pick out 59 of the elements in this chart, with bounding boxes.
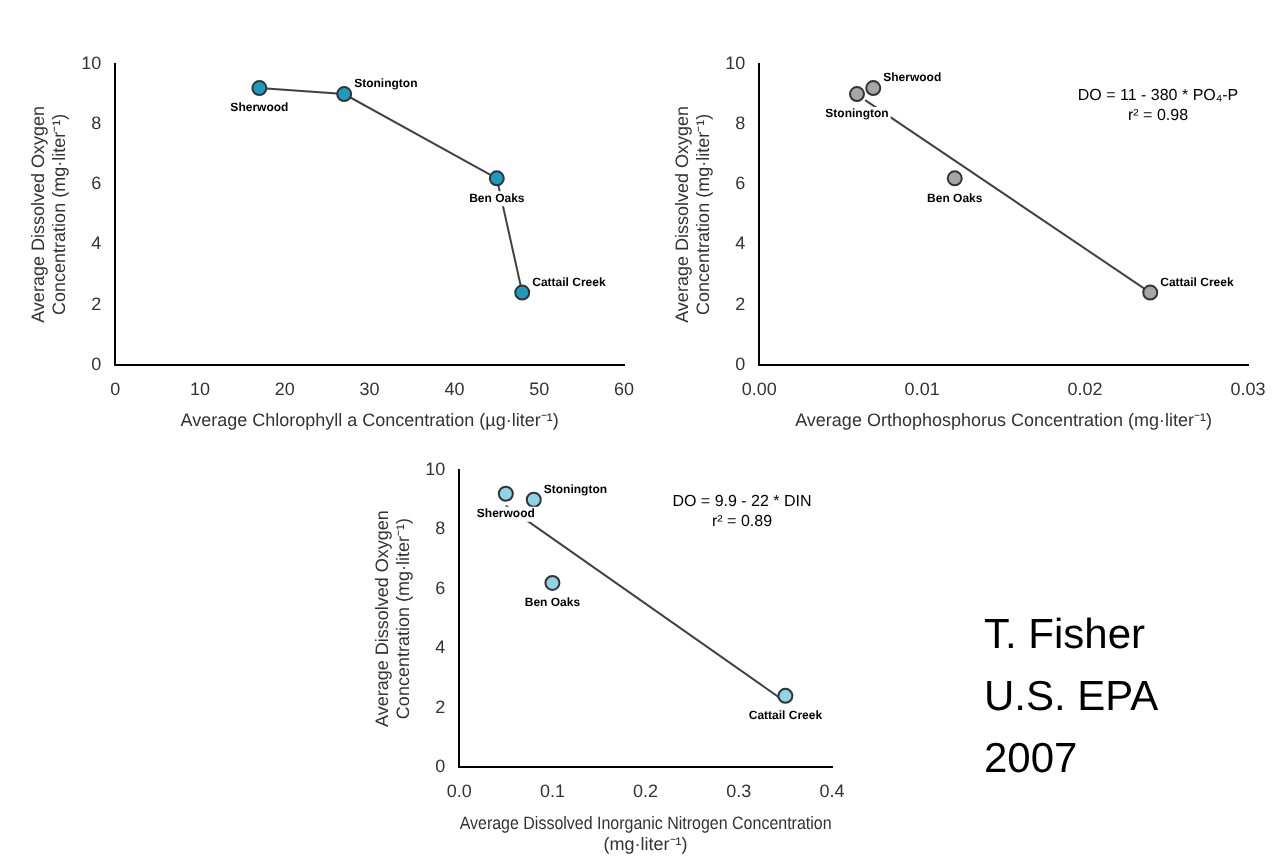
y-tick-label: 0 (735, 353, 746, 374)
x-tick-label: 0.4 (819, 780, 845, 801)
point (488, 170, 505, 187)
y-tick-label: 2 (735, 293, 746, 314)
x-tick-label: 50 (529, 378, 550, 399)
y-tick-label: 4 (735, 233, 746, 254)
y-tick-label: 6 (435, 577, 446, 598)
y-axis-title: Average Dissolved Oxygen Concentration (mg·liter⁻¹) (671, 105, 714, 323)
x-tick-label: 0.02 (1067, 378, 1103, 399)
x-tick-label: 30 (359, 378, 380, 399)
y-tick-label: 10 (425, 458, 446, 479)
point (544, 574, 561, 591)
point (514, 284, 531, 301)
y-tick-label: 4 (435, 637, 446, 658)
x-tick-label: 10 (190, 378, 211, 399)
y-tick-label: 6 (735, 173, 746, 194)
y-tick-label: 6 (91, 173, 102, 194)
x-tick-label: 0 (110, 378, 121, 399)
y-tick-label: 0 (91, 353, 102, 374)
y-tick-label: 2 (91, 293, 102, 314)
y-axis-title: Average Dissolved Oxygen Concentration (mg·liter⁻¹) (371, 510, 414, 728)
point (848, 86, 865, 103)
x-tick-label: 60 (613, 378, 635, 399)
y-tick-label: 2 (435, 696, 446, 717)
x-tick-label: 0.2 (633, 780, 659, 801)
annotation: DO = 11 - 380 * PO₄-P (1077, 86, 1239, 105)
point (946, 170, 963, 187)
x-tick-label: 20 (274, 378, 295, 399)
point (1142, 284, 1159, 301)
y-tick-label: 8 (435, 518, 446, 539)
y-axis-title: Average Dissolved Oxygen Concentration (mg·liter⁻¹) (27, 105, 70, 323)
x-tick-label: 0.03 (1230, 378, 1266, 399)
x-tick-label: 40 (444, 378, 465, 399)
x-axis-title: Average Chlorophyll a Concentration (µg·liter⁻¹) (180, 410, 559, 431)
point (865, 80, 882, 97)
text: T. Fisher (984, 610, 1148, 662)
annotation: DO = 9.9 - 22 * DIN (672, 492, 813, 511)
point (251, 80, 268, 97)
x-tick-label: 0.00 (741, 378, 777, 399)
annotation: r² = 0.98 (1127, 106, 1190, 125)
point (497, 485, 514, 502)
point (525, 491, 542, 508)
text: U.S. EPA (984, 672, 1159, 724)
y-tick-label: 8 (91, 113, 102, 134)
y-tick-label: 8 (735, 113, 746, 134)
annotation: r² = 0.89 (711, 512, 774, 531)
x-tick-label: 0.1 (539, 780, 565, 801)
x-tick-label: 0.3 (726, 780, 752, 801)
x-axis-title: Average Orthophosphorus Concentration (mg·liter⁻¹) (795, 410, 1213, 431)
y-tick-label: 10 (725, 52, 746, 73)
y-tick-label: 4 (91, 233, 102, 254)
x-tick-label: 0.0 (446, 780, 472, 801)
y-tick-label: 0 (435, 756, 446, 777)
text: 2007 (984, 734, 1080, 786)
point (777, 687, 794, 704)
y-tick-label: 10 (81, 52, 102, 73)
point (336, 86, 353, 103)
x-axis-title: Average Dissolved Inorganic Nitrogen Concentration (mg·liter⁻¹) (459, 811, 833, 855)
x-tick-label: 0.01 (904, 378, 940, 399)
